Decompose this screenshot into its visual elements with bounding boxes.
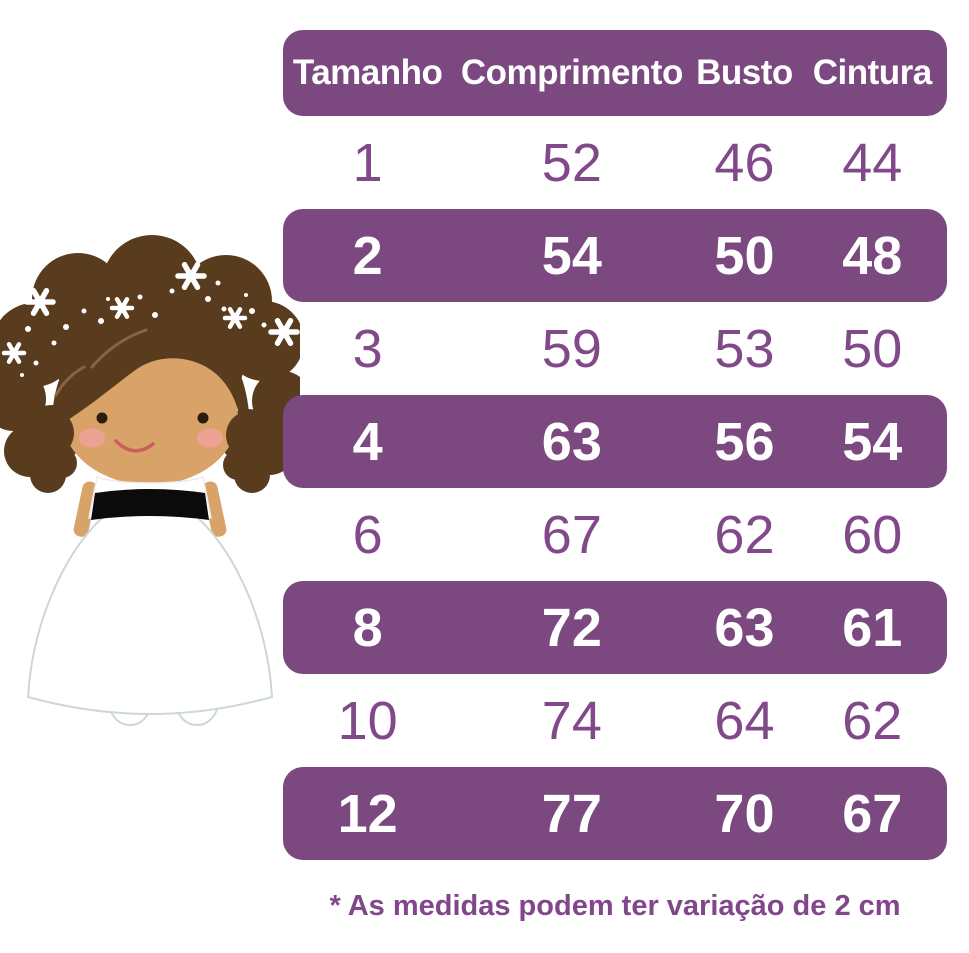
cell-cintura: 60	[842, 504, 903, 565]
girl-bangs	[51, 315, 251, 449]
table-row: 12 77 70 67	[283, 767, 947, 860]
measurement-disclaimer: * As medidas podem ter variação de 2 cm	[329, 890, 901, 922]
column-header-tamanho: Tamanho	[292, 53, 443, 92]
column-header-cintura: Cintura	[812, 53, 933, 92]
daisy-icon	[268, 317, 300, 347]
table-row: 2 54 50 48	[283, 209, 947, 302]
cell-cintura: 67	[842, 783, 903, 844]
girl-dress	[26, 489, 274, 716]
cell-tamanho: 1	[352, 132, 383, 193]
cell-comprimento: 54	[541, 225, 602, 286]
cell-tamanho: 6	[352, 504, 383, 565]
cell-tamanho: 4	[352, 411, 383, 472]
cell-cintura: 61	[842, 597, 903, 658]
daisy-icon	[24, 287, 56, 317]
girl-facial-features	[79, 412, 223, 453]
cell-comprimento: 63	[541, 411, 602, 472]
cell-busto: 50	[714, 225, 775, 286]
table-header-row: Tamanho Comprimento Busto Cintura	[283, 30, 947, 116]
cell-cintura: 48	[842, 225, 903, 286]
table-row: 1 52 46 44	[283, 116, 947, 209]
column-header-busto: Busto	[696, 53, 793, 92]
cell-comprimento: 72	[541, 597, 602, 658]
cell-busto: 62	[714, 504, 775, 565]
daisy-icon	[222, 307, 248, 329]
cell-comprimento: 67	[541, 504, 602, 565]
cell-tamanho: 12	[337, 783, 398, 844]
cell-tamanho: 10	[337, 690, 398, 751]
cell-comprimento: 74	[541, 690, 602, 751]
table-row: 10 74 64 62	[283, 674, 947, 767]
table-row: 3 59 53 50	[283, 302, 947, 395]
cell-comprimento: 77	[541, 783, 602, 844]
cell-comprimento: 59	[541, 318, 602, 379]
cell-comprimento: 52	[541, 132, 602, 193]
size-table: Tamanho Comprimento Busto Cintura 1 52 4…	[283, 30, 947, 860]
daisy-icon	[175, 261, 207, 291]
table-row: 4 63 56 54	[283, 395, 947, 488]
cell-tamanho: 3	[352, 318, 383, 379]
table-row: 8 72 63 61	[283, 581, 947, 674]
cell-busto: 53	[714, 318, 775, 379]
flower-girl-illustration	[0, 235, 300, 726]
cell-cintura: 62	[842, 690, 903, 751]
cell-busto: 56	[714, 411, 775, 472]
cell-busto: 64	[714, 690, 775, 751]
cell-cintura: 54	[842, 411, 903, 472]
girl-side-curls	[26, 409, 274, 480]
cell-cintura: 50	[842, 318, 903, 379]
column-header-comprimento: Comprimento	[460, 53, 684, 92]
cell-busto: 46	[714, 132, 775, 193]
cell-cintura: 44	[842, 132, 903, 193]
daisy-icon	[109, 297, 135, 319]
cell-tamanho: 8	[352, 597, 383, 658]
table-row: 6 67 62 60	[283, 488, 947, 581]
daisy-icon	[1, 342, 27, 364]
flower-crown	[1, 261, 300, 377]
cell-tamanho: 2	[352, 225, 383, 286]
cell-busto: 70	[714, 783, 775, 844]
cell-busto: 63	[714, 597, 775, 658]
